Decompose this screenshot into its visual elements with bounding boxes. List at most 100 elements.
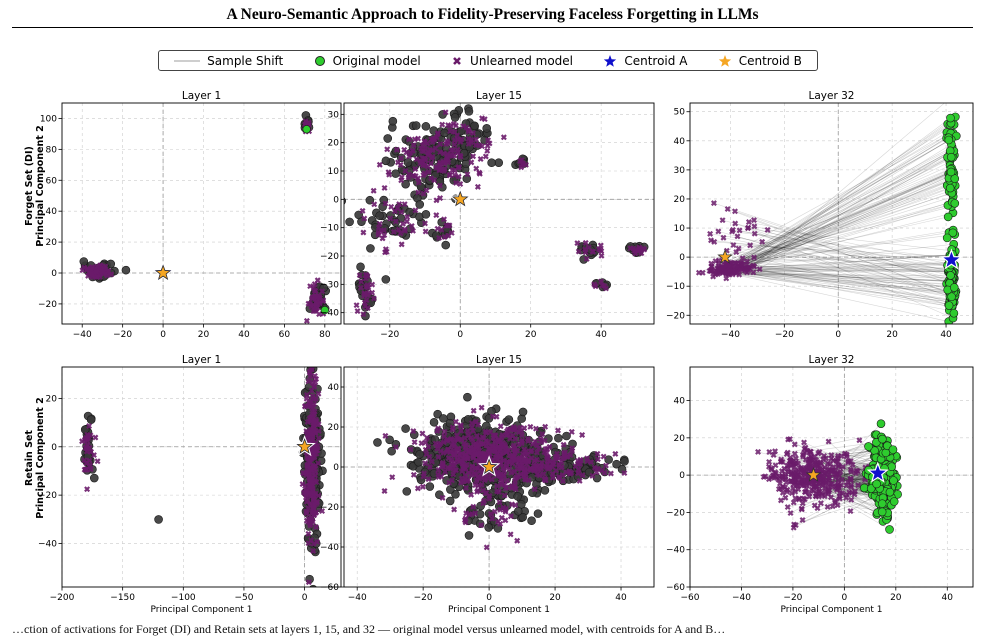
unlearned-point bbox=[795, 496, 802, 503]
unlearned-point bbox=[708, 237, 714, 244]
unlearned-point bbox=[733, 249, 740, 256]
unlearned-point bbox=[433, 212, 440, 219]
unlearned-point bbox=[303, 428, 310, 435]
unlearned-point bbox=[845, 459, 852, 466]
x-tick-label: −60 bbox=[681, 593, 700, 603]
sample-shift bbox=[740, 263, 950, 291]
unlearned-point bbox=[790, 477, 797, 484]
unlearned-point bbox=[544, 465, 551, 472]
sample-shift bbox=[731, 175, 951, 271]
centroid-b-marker bbox=[480, 458, 498, 474]
unlearned-point bbox=[468, 420, 475, 427]
unlearned-point bbox=[388, 203, 395, 210]
sample-shift bbox=[744, 124, 951, 269]
sample-shift bbox=[747, 227, 954, 319]
x-tick-label: −150 bbox=[110, 593, 135, 603]
y-tick-label: −20 bbox=[666, 508, 685, 518]
unlearned-point bbox=[490, 434, 497, 441]
original-point bbox=[302, 125, 311, 134]
unlearned-point bbox=[592, 283, 599, 290]
unlearned-point bbox=[403, 149, 410, 156]
unlearned-point bbox=[549, 470, 556, 477]
unlearned-point bbox=[777, 485, 784, 492]
sample-shift bbox=[718, 180, 950, 269]
x-axis-label: Principal Component 1 bbox=[448, 605, 550, 615]
unlearned-point bbox=[483, 437, 490, 444]
unlearned-point bbox=[838, 476, 845, 483]
unlearned-point bbox=[824, 460, 831, 467]
sample-shift bbox=[750, 245, 953, 307]
sample-shift bbox=[753, 219, 952, 294]
unlearned-point bbox=[420, 148, 427, 155]
unlearned-point bbox=[502, 463, 509, 470]
unlearned-point bbox=[830, 464, 837, 470]
unlearned-point bbox=[415, 189, 422, 196]
unlearned-point bbox=[546, 458, 553, 465]
unlearned-point bbox=[695, 269, 702, 276]
x-tick-label: 20 bbox=[198, 330, 210, 340]
unlearned-point bbox=[781, 465, 788, 472]
unlearned-point bbox=[434, 130, 441, 137]
unlearned-point bbox=[309, 393, 316, 400]
unlearned-point bbox=[353, 302, 360, 309]
unlearned-point bbox=[729, 226, 736, 233]
unlearned-point bbox=[392, 218, 399, 225]
sample-shift bbox=[735, 266, 953, 300]
unlearned-point bbox=[358, 278, 365, 285]
sample-shift bbox=[719, 243, 954, 271]
original-point bbox=[945, 183, 955, 193]
star-icon bbox=[718, 54, 731, 67]
unlearned-point bbox=[475, 436, 482, 443]
unlearned-point bbox=[747, 242, 754, 249]
sample-shift bbox=[723, 132, 952, 259]
unlearned-point bbox=[535, 445, 542, 452]
unlearned-point bbox=[415, 179, 422, 186]
unlearned-point bbox=[707, 268, 714, 275]
sample-shift bbox=[745, 175, 951, 269]
unlearned-point bbox=[478, 404, 485, 411]
unlearned-point bbox=[525, 458, 532, 465]
unlearned-point bbox=[739, 255, 746, 262]
sample-shift bbox=[759, 268, 953, 271]
unlearned-point bbox=[509, 460, 516, 467]
unlearned-point bbox=[92, 434, 99, 441]
legend-label: Sample Shift bbox=[207, 53, 284, 68]
pca-figure: Forget Set (DI) Principal Component 2 Re… bbox=[24, 90, 974, 615]
unlearned-point bbox=[397, 230, 404, 237]
original-point bbox=[381, 156, 391, 166]
unlearned-point bbox=[468, 472, 475, 479]
unlearned-point bbox=[497, 446, 504, 453]
unlearned-point bbox=[423, 451, 430, 458]
original-point bbox=[89, 473, 99, 483]
sample-shift bbox=[712, 270, 950, 303]
x-tick-label: 40 bbox=[238, 330, 250, 340]
sample-shift bbox=[737, 236, 953, 305]
original-point bbox=[620, 457, 629, 466]
unlearned-point bbox=[410, 428, 417, 435]
sample-shift bbox=[746, 254, 950, 269]
unlearned-point bbox=[300, 470, 307, 477]
unlearned-point bbox=[470, 407, 477, 414]
unlearned-point bbox=[527, 423, 534, 430]
unlearned-point bbox=[561, 450, 568, 457]
unlearned-point bbox=[462, 472, 469, 479]
y-tick-label: −60 bbox=[320, 583, 339, 593]
unlearned-point bbox=[360, 229, 367, 236]
unlearned-point bbox=[819, 492, 826, 499]
unlearned-point bbox=[844, 491, 850, 498]
unlearned-point bbox=[447, 128, 454, 135]
unlearned-point bbox=[518, 157, 525, 164]
y-tick-label: 20 bbox=[674, 434, 686, 444]
sample-shift bbox=[742, 257, 955, 298]
unlearned-point bbox=[453, 432, 460, 439]
unlearned-point bbox=[462, 451, 469, 458]
panel-title: Layer 32 bbox=[809, 354, 855, 366]
original-point bbox=[864, 442, 873, 451]
unlearned-point bbox=[516, 457, 523, 464]
unlearned-point bbox=[483, 544, 490, 551]
sample-shift bbox=[710, 233, 955, 272]
unlearned-point bbox=[460, 463, 467, 470]
unlearned-point bbox=[640, 245, 647, 252]
unlearned-point bbox=[497, 520, 504, 527]
